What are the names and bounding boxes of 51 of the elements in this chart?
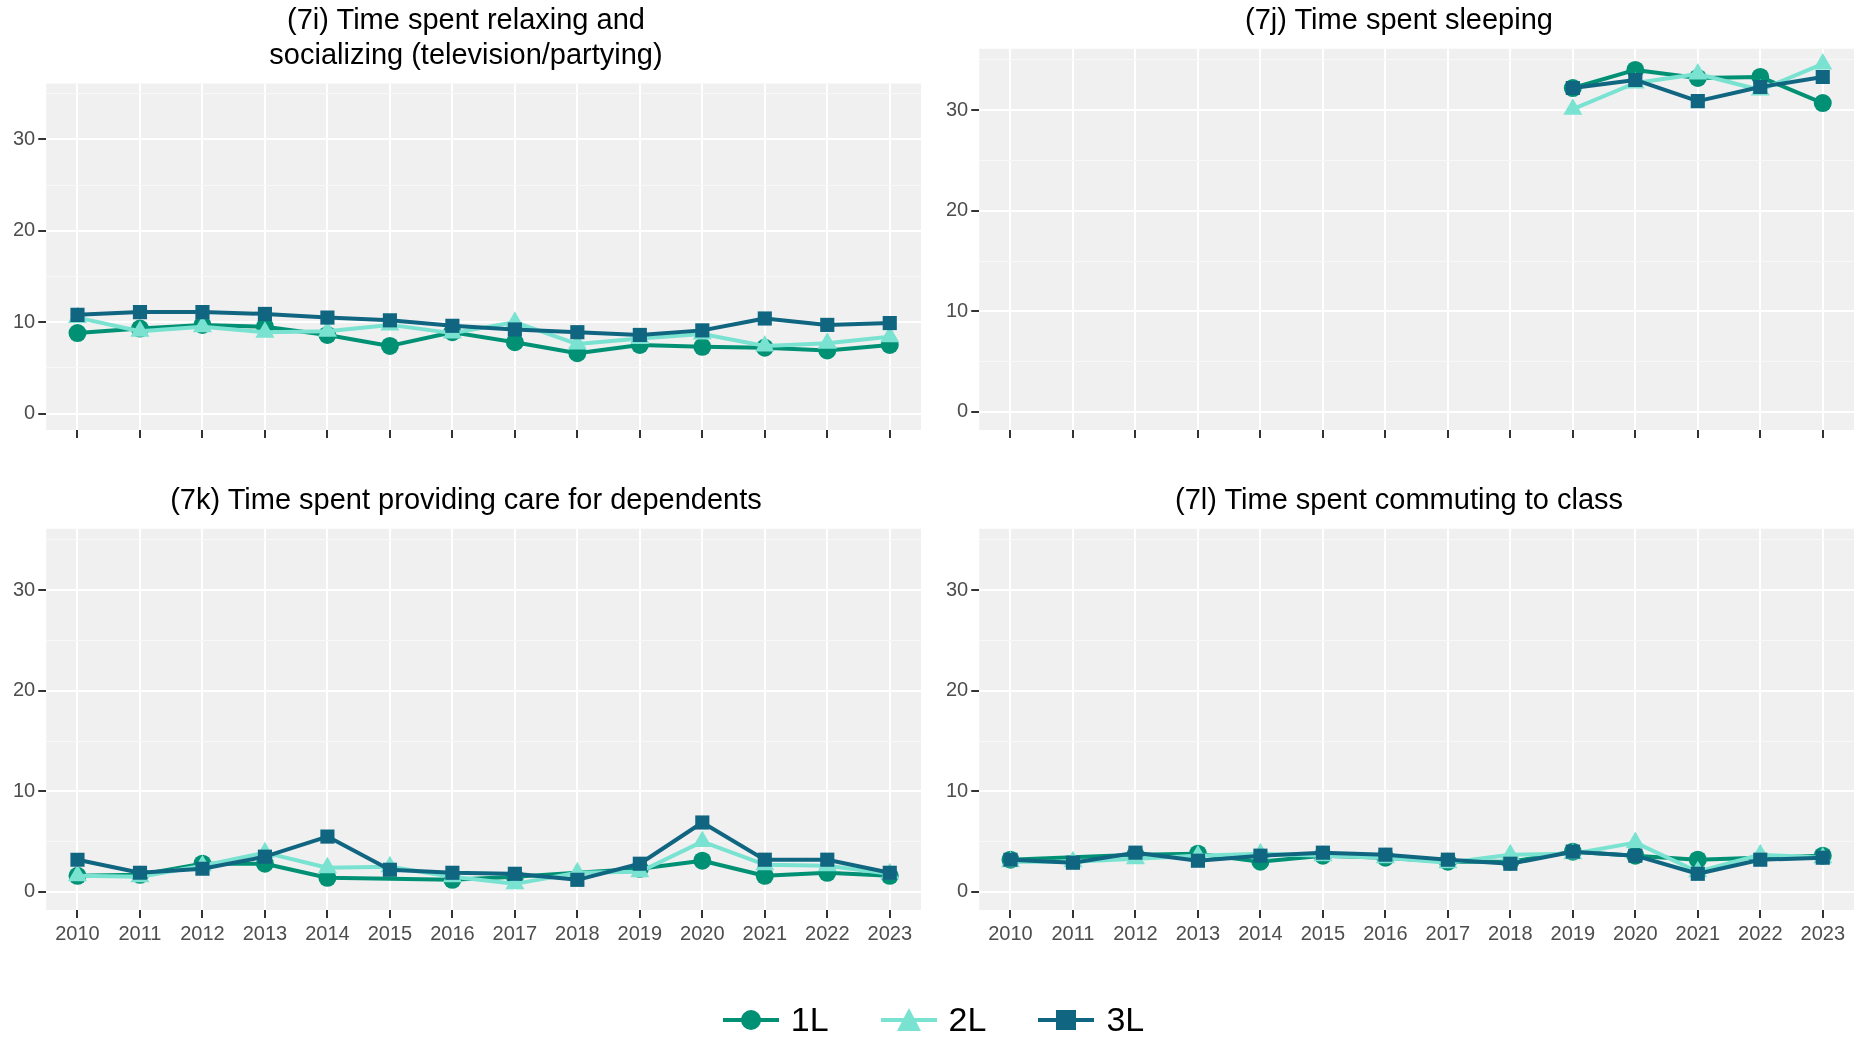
y-tick-label: 20 bbox=[13, 678, 36, 701]
x-tick-label: 2020 bbox=[1613, 921, 1658, 944]
y-tick-label: 10 bbox=[946, 298, 969, 321]
x-tick-label: 2018 bbox=[1488, 921, 1533, 944]
x-tick-label: 2011 bbox=[1051, 921, 1095, 944]
x-tick-label: 2014 bbox=[305, 921, 350, 944]
x-tick-label: 2022 bbox=[805, 921, 850, 944]
x-tick-label: 2012 bbox=[180, 921, 225, 944]
x-tick-label: 2017 bbox=[492, 921, 538, 944]
y-tick-label: 0 bbox=[24, 401, 36, 424]
y-tick-label: 0 bbox=[957, 399, 969, 422]
x-tick-label: 2013 bbox=[1175, 921, 1221, 944]
x-tick-label: 2010 bbox=[55, 921, 100, 944]
chart-title: (7k) Time spent providing care for dependents bbox=[170, 483, 762, 516]
x-tick-label: 2015 bbox=[367, 921, 413, 944]
x-tick-label: 2017 bbox=[1425, 921, 1471, 944]
x-tick-label: 2016 bbox=[430, 921, 475, 944]
y-tick-label: 10 bbox=[946, 778, 969, 801]
x-tick-label: 2020 bbox=[680, 921, 725, 944]
legend-label: 1L bbox=[790, 1000, 829, 1039]
x-tick-label: 2011 bbox=[118, 921, 162, 944]
y-tick-label: 20 bbox=[13, 218, 36, 241]
y-tick-label: 30 bbox=[13, 577, 36, 600]
chart-title: (7i) Time spent relaxing and socializing (television/partying) bbox=[269, 3, 663, 71]
y-tick-label: 20 bbox=[946, 678, 969, 701]
x-tick-label: 2018 bbox=[555, 921, 600, 944]
y-tick-label: 10 bbox=[13, 778, 36, 801]
x-tick-label: 2013 bbox=[242, 921, 288, 944]
x-tick-label: 2021 bbox=[742, 921, 788, 944]
y-tick-label: 10 bbox=[13, 309, 36, 332]
chart-title: (7l) Time spent commuting to class bbox=[1174, 483, 1624, 516]
y-tick-label: 30 bbox=[946, 97, 969, 120]
y-tick-label: 0 bbox=[24, 879, 36, 902]
x-tick-label: 2012 bbox=[1113, 921, 1158, 944]
chart-title: (7j) Time spent sleeping bbox=[1245, 3, 1553, 36]
legend-label: 3L bbox=[1106, 1000, 1145, 1039]
x-tick-label: 2023 bbox=[867, 921, 913, 944]
y-tick-label: 20 bbox=[946, 198, 969, 221]
legend-label: 2L bbox=[948, 1000, 987, 1039]
x-tick-label: 2023 bbox=[1800, 921, 1846, 944]
x-tick-label: 2022 bbox=[1738, 921, 1783, 944]
y-tick-label: 30 bbox=[946, 577, 969, 600]
x-tick-label: 2014 bbox=[1238, 921, 1283, 944]
x-tick-label: 2015 bbox=[1300, 921, 1346, 944]
x-tick-label: 2019 bbox=[617, 921, 663, 944]
x-tick-label: 2016 bbox=[1363, 921, 1408, 944]
x-tick-label: 2021 bbox=[1675, 921, 1721, 944]
x-tick-label: 2010 bbox=[988, 921, 1033, 944]
y-tick-label: 30 bbox=[13, 126, 36, 149]
y-tick-label: 0 bbox=[957, 879, 969, 902]
x-tick-label: 2019 bbox=[1550, 921, 1596, 944]
